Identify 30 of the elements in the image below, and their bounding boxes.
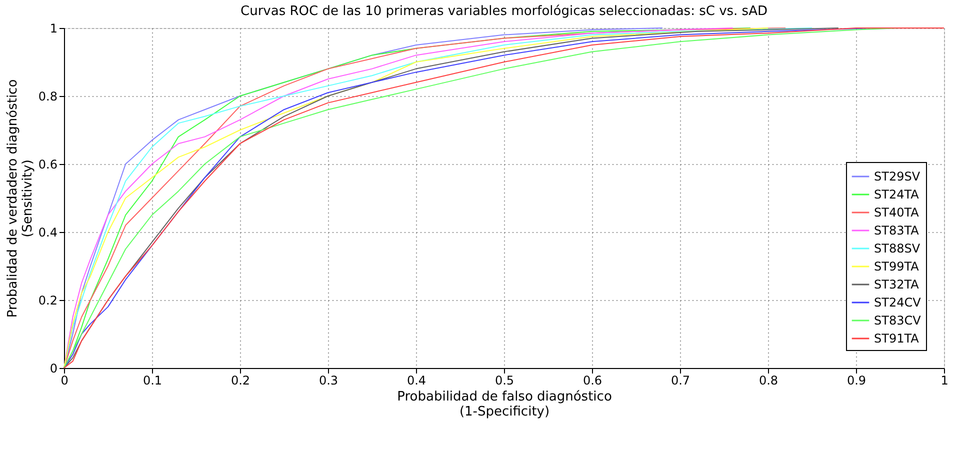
x-tick-label: 0.2	[230, 374, 250, 388]
legend-label: ST32TA	[874, 278, 920, 292]
y-tick-label: 0.2	[38, 294, 58, 308]
x-tick-label: 0.4	[406, 374, 426, 388]
legend-label: ST83TA	[874, 224, 920, 238]
y-tick-label: 1	[50, 22, 58, 36]
legend-label: ST83CV	[874, 314, 922, 328]
x-tick-label: 0.6	[582, 374, 602, 388]
x-tick-label: 0.7	[670, 374, 690, 388]
legend-label: ST40TA	[874, 206, 920, 220]
legend-label: ST24TA	[874, 188, 920, 202]
chart-title: Curvas ROC de las 10 primeras variables morfológicas seleccionadas: sC vs. sAD	[240, 4, 768, 19]
x-axis-title: Probabilidad de falso diagnóstico (1-Specificity)	[397, 390, 612, 420]
legend-label: ST88SV	[874, 242, 921, 256]
legend-label: ST91TA	[874, 332, 920, 346]
x-tick-label: 0	[60, 374, 68, 388]
y-tick-label: 0	[50, 362, 58, 376]
x-tick-label: 0.8	[758, 374, 778, 388]
x-tick-label: 0.1	[142, 374, 162, 388]
x-tick-label: 0.9	[846, 374, 866, 388]
legend-label: ST29SV	[874, 170, 921, 184]
y-tick-label: 0.4	[38, 226, 58, 240]
x-tick-label: 0.5	[494, 374, 514, 388]
legend-label: ST24CV	[874, 296, 922, 310]
x-tick-label: 1	[940, 374, 948, 388]
y-axis-title: Probalidad de verdadero diagnóstico (Sensitivity)	[5, 79, 36, 318]
x-tick-label: 0.3	[318, 374, 338, 388]
y-tick-label: 0.6	[38, 158, 58, 172]
y-tick-label: 0.8	[38, 90, 58, 104]
legend-label: ST99TA	[874, 260, 920, 274]
